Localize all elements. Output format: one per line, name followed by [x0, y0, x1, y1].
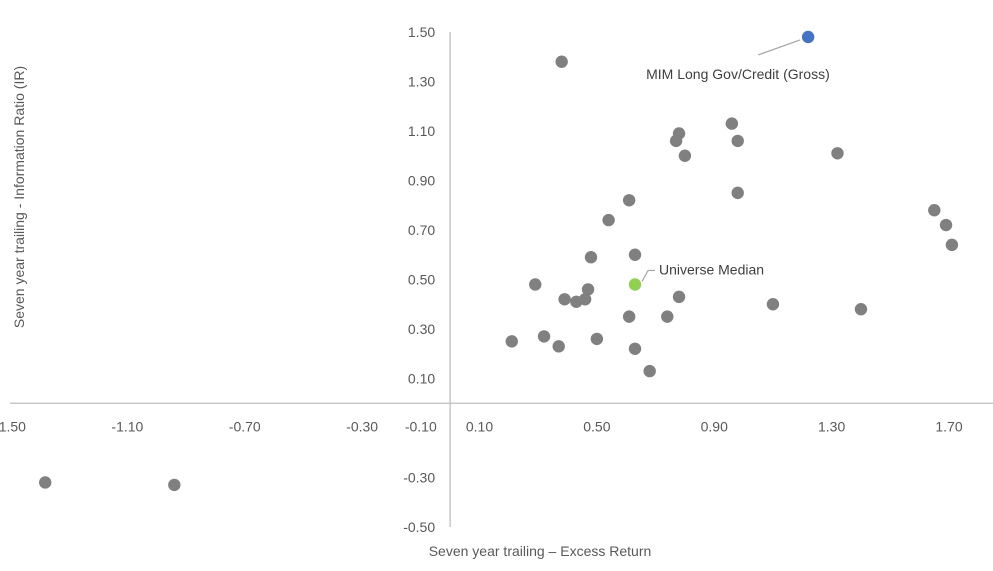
- axes-layer: [10, 32, 993, 527]
- peer-point: [622, 194, 636, 207]
- y-tick-label: 0.70: [408, 222, 435, 238]
- y-tick-label: 0.30: [408, 321, 435, 337]
- y-axis-title: Seven year trailing - Information Ratio …: [11, 66, 27, 328]
- peer-point: [555, 55, 568, 68]
- y-tick-label: 0.50: [408, 272, 435, 288]
- mim-leader-line: [757, 39, 801, 56]
- peer-point: [628, 248, 642, 261]
- x-tick-label: 0.50: [583, 418, 610, 434]
- y-tick-label: 1.10: [408, 123, 435, 139]
- peer-point: [552, 340, 565, 353]
- tick-labels-layer: -1.50 -1.10 -0.70 -0.30 -0.10 0.10 0.50 0.90 1.3…: [0, 24, 963, 535]
- peer-point: [602, 213, 615, 227]
- universe-median-annotation: Universe Median: [659, 261, 764, 277]
- peer-point: [578, 293, 592, 306]
- peer-point: [672, 290, 686, 304]
- x-tick-label: -1.10: [111, 418, 143, 434]
- y-tick-label: -0.30: [403, 470, 435, 486]
- median-leader-line: [641, 270, 649, 282]
- y-tick-label: 1.30: [408, 74, 435, 90]
- x-tick-label: -0.70: [229, 418, 261, 434]
- y-tick-label: 1.50: [408, 24, 435, 40]
- peer-point: [731, 186, 744, 200]
- peer-point: [590, 332, 604, 346]
- peer-point: [529, 278, 542, 291]
- peer-point: [928, 204, 941, 217]
- x-tick-label: 1.30: [818, 418, 845, 434]
- x-tick-label: -0.30: [346, 418, 378, 434]
- y-tick-label: 0.10: [408, 371, 435, 387]
- x-tick-label: 0.10: [466, 418, 493, 434]
- x-tick-label: -0.10: [405, 418, 437, 434]
- peer-point: [581, 283, 595, 296]
- y-tick-label: -0.50: [403, 519, 435, 535]
- peer-point: [168, 478, 181, 492]
- peer-point: [558, 293, 571, 306]
- x-tick-label: -1.50: [0, 418, 26, 434]
- y-tick-label: 0.90: [408, 173, 435, 189]
- peer-point: [537, 330, 551, 343]
- x-axis-title: Seven year trailing – Excess Return: [429, 543, 652, 559]
- peer-point: [643, 364, 656, 378]
- annotations-layer: MIM Long Gov/Credit (Gross) Universe Medi…: [641, 39, 830, 282]
- mim-annotation: MIM Long Gov/Credit (Gross): [646, 66, 830, 82]
- peer-point: [766, 298, 780, 311]
- peer-point: [628, 342, 642, 355]
- peer-point: [945, 238, 959, 252]
- peer-point: [731, 134, 744, 148]
- peer-point: [725, 117, 739, 130]
- peer-point: [672, 127, 686, 140]
- mim-long-gov-credit-point: [801, 30, 815, 44]
- peer-point: [854, 303, 868, 316]
- x-tick-label: 0.90: [701, 418, 728, 434]
- universe-median-point: [628, 278, 642, 291]
- peer-point: [661, 310, 674, 323]
- peer-point: [584, 251, 598, 264]
- peer-point: [831, 147, 844, 160]
- data-points-layer: [39, 30, 959, 492]
- peer-point: [622, 310, 636, 323]
- x-tick-label: 1.70: [935, 418, 962, 434]
- peer-point: [939, 218, 953, 232]
- peer-point: [39, 476, 52, 489]
- peer-point: [678, 149, 692, 162]
- peer-point: [505, 335, 518, 348]
